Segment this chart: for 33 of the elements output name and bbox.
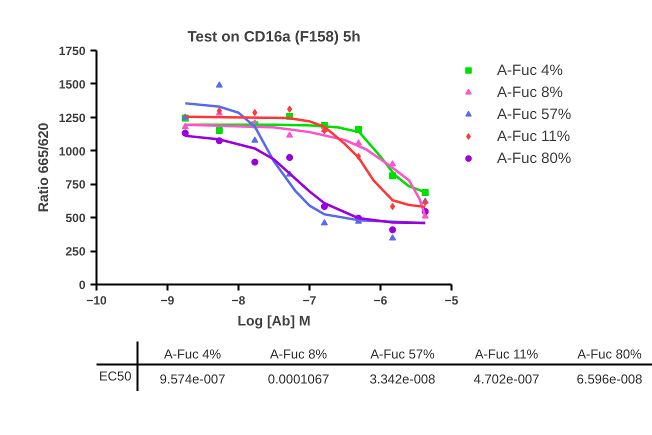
legend-label: A-Fuc 4% [497, 62, 563, 78]
x-tick-label: −10 [86, 294, 108, 308]
x-tick-label: −5 [444, 294, 459, 308]
y-tick-label: 750 [65, 178, 86, 192]
x-tick-label: −8 [232, 294, 246, 308]
x-axis-title: Log [Ab] M [237, 312, 311, 328]
y-tick-label: 1750 [58, 44, 86, 58]
y-tick-label: 500 [65, 211, 86, 226]
y-tick-label: 1250 [58, 110, 86, 125]
y-tick-label: 1000 [58, 144, 86, 158]
chart-title: Test on CD16a (F158) 5h [187, 28, 361, 46]
legend-label: A-Fuc 11% [497, 128, 570, 144]
text: 3.342e-008 [370, 372, 436, 386]
x-tick-label: −6 [374, 294, 388, 308]
x-tick-label: −9 [160, 294, 175, 308]
text: A-Fuc 4% [164, 346, 222, 362]
text: A-Fuc 80% [577, 346, 642, 362]
text: A-Fuc 11% [474, 346, 538, 362]
y-axis-title: Ratio 665/620 [34, 122, 51, 212]
legend-label: A-Fuc 8% [497, 84, 563, 100]
y-tick-label: 1500 [58, 77, 86, 92]
text: 0.0001067 [268, 372, 330, 386]
y-tick-label: 0 [78, 278, 86, 292]
legend-label: A-Fuc 80% [497, 150, 572, 166]
legend-label: A-Fuc 57% [497, 106, 572, 122]
text: EC50 [98, 368, 132, 384]
text: A-Fuc 8% [270, 346, 328, 362]
text: 6.596e-008 [576, 372, 642, 386]
text: 4.702e-007 [474, 372, 540, 386]
y-tick-label: 250 [65, 244, 86, 259]
text: A-Fuc 57% [370, 346, 435, 362]
x-tick-label: −7 [302, 294, 317, 308]
text: 9.574e-007 [160, 372, 226, 386]
